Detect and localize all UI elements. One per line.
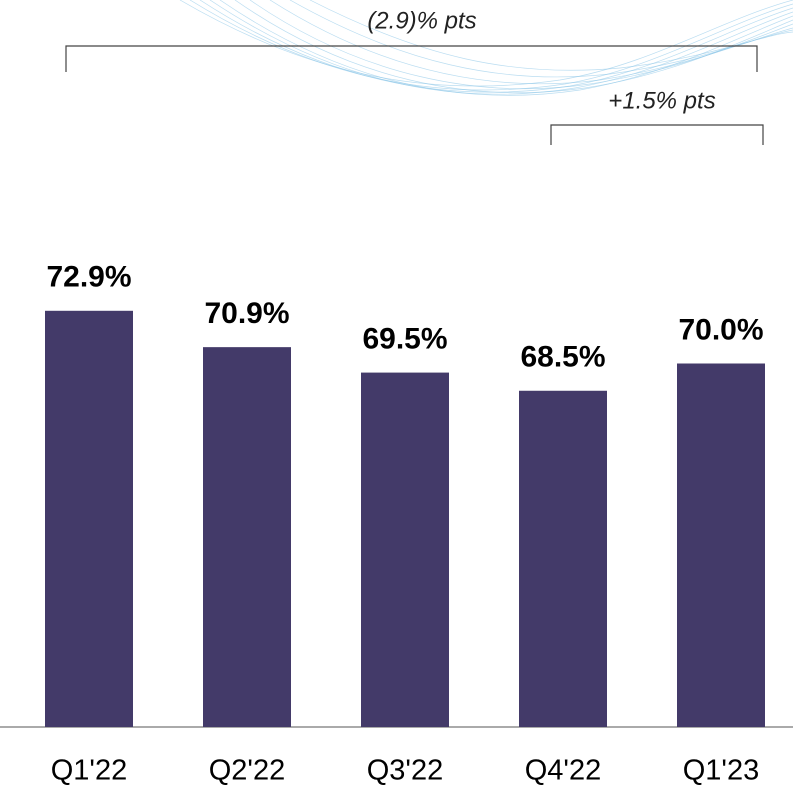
value-label: 70.9% xyxy=(204,297,289,330)
value-label: 70.0% xyxy=(678,313,763,346)
annotation: (2.9)% pts xyxy=(367,7,476,34)
bar xyxy=(677,363,765,727)
x-tick-label: Q3'22 xyxy=(367,755,443,786)
bar xyxy=(203,347,291,727)
x-tick-label: Q1'23 xyxy=(683,755,759,786)
value-label: 68.5% xyxy=(520,341,605,374)
bar xyxy=(519,390,607,727)
annotation: +1.5% pts xyxy=(608,87,715,114)
value-label: 69.5% xyxy=(362,323,447,356)
x-tick-label: Q4'22 xyxy=(525,755,601,786)
value-label: 72.9% xyxy=(46,261,131,294)
bar xyxy=(361,372,449,727)
x-tick-label: Q1'22 xyxy=(51,755,127,786)
bracket xyxy=(550,124,764,145)
x-tick-label: Q2'22 xyxy=(209,755,285,786)
decoration-wave xyxy=(179,0,793,96)
bracket xyxy=(65,45,758,72)
bar xyxy=(45,310,133,727)
